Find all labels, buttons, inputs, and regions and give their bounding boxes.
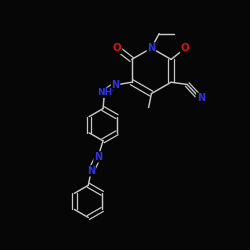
Text: NH: NH <box>97 88 112 97</box>
Text: O: O <box>113 43 122 53</box>
Text: O: O <box>181 43 190 53</box>
Text: N: N <box>87 166 95 176</box>
Text: N: N <box>197 93 205 103</box>
Text: N: N <box>112 80 120 90</box>
Text: N: N <box>147 43 156 53</box>
Text: N: N <box>94 152 102 162</box>
